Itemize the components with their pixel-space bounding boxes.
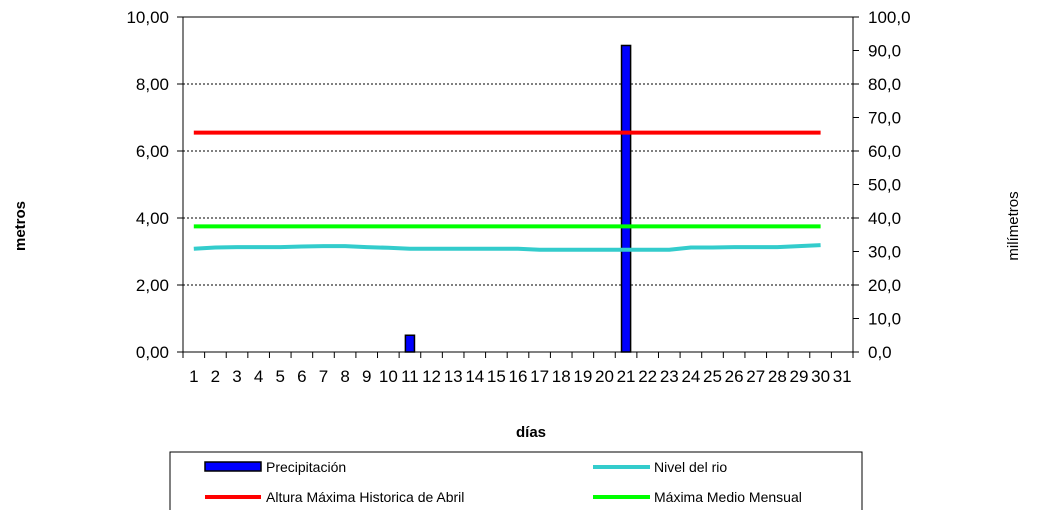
x-tick-label-9: 9 — [362, 367, 371, 386]
x-tick-label-20: 20 — [595, 367, 614, 386]
y-right-tick-label: 90,0 — [868, 42, 901, 61]
x-tick-label-6: 6 — [297, 367, 306, 386]
y-right-tick-label: 60,0 — [868, 142, 901, 161]
axes — [177, 16, 859, 358]
legend-swatch-precipitacion — [204, 461, 262, 472]
y-left-tick-label: 4,00 — [136, 209, 169, 228]
x-tick-label-24: 24 — [681, 367, 700, 386]
x-tick-label-3: 3 — [232, 367, 241, 386]
x-tick-label-14: 14 — [465, 367, 484, 386]
x-tick-label-25: 25 — [703, 367, 722, 386]
line-nivel-del-rio — [193, 243, 821, 252]
y-right-tick-label: 70,0 — [868, 109, 901, 128]
x-tick-label-19: 19 — [573, 367, 592, 386]
x-tick-label-26: 26 — [725, 367, 744, 386]
legend-box — [169, 451, 863, 510]
y-right-tick-label: 0,0 — [868, 343, 892, 362]
bar-precipitacion-11 — [404, 334, 416, 353]
x-tick-label-31: 31 — [833, 367, 852, 386]
x-tick-label-28: 28 — [768, 367, 787, 386]
y-right-tick-label: 10,0 — [868, 310, 901, 329]
x-tick-label-30: 30 — [811, 367, 830, 386]
x-tick-label-22: 22 — [638, 367, 657, 386]
x-tick-label-16: 16 — [509, 367, 528, 386]
tick-labels: 0,00 2,00 4,00 6,00 8,00 10,00 0,0 10,0 20,0 30,0… — [126, 8, 910, 386]
x-tick-label-18: 18 — [552, 367, 571, 386]
x-tick-label-12: 12 — [422, 367, 441, 386]
y-right-tick-label: 30,0 — [868, 243, 901, 262]
precipitation-bars — [404, 44, 632, 353]
x-tick-label-8: 8 — [340, 367, 349, 386]
y-left-tick-label: 8,00 — [136, 75, 169, 94]
x-tick-label-27: 27 — [746, 367, 765, 386]
legend-label-maxima-medio: Máxima Medio Mensual — [654, 489, 802, 505]
x-tick-label-23: 23 — [660, 367, 679, 386]
legend-label-nivel: Nivel del rio — [654, 459, 727, 475]
x-tick-label-11: 11 — [401, 367, 419, 386]
x-tick-label-1: 1 — [189, 367, 198, 386]
y-right-tick-label: 50,0 — [868, 176, 901, 195]
series-lines — [193, 130, 821, 252]
x-tick-label-15: 15 — [487, 367, 506, 386]
y-left-tick-label: 10,00 — [126, 8, 169, 27]
grid-lines — [183, 16, 853, 286]
y-left-title: metros — [12, 201, 29, 251]
x-tick-label-2: 2 — [211, 367, 220, 386]
x-tick-label-29: 29 — [790, 367, 809, 386]
legend-label-precipitacion: Precipitación — [266, 459, 346, 475]
y-left-tick-label: 0,00 — [136, 343, 169, 362]
bar-precipitacion-21 — [620, 44, 632, 353]
x-tick-label-4: 4 — [254, 367, 263, 386]
x-tick-label-17: 17 — [530, 367, 549, 386]
y-right-title: milímetros — [1005, 191, 1022, 260]
y-right-tick-label: 20,0 — [868, 276, 901, 295]
y-right-tick-label: 40,0 — [868, 209, 901, 228]
y-left-tick-label: 2,00 — [136, 276, 169, 295]
y-right-tick-label: 100,0 — [868, 8, 911, 27]
x-tick-label-5: 5 — [276, 367, 285, 386]
x-tick-label-7: 7 — [319, 367, 328, 386]
x-tick-label-10: 10 — [379, 367, 398, 386]
legend-label-altura-maxima: Altura Máxima Historica de Abril — [266, 489, 464, 505]
y-right-tick-label: 80,0 — [868, 75, 901, 94]
y-left-tick-label: 6,00 — [136, 142, 169, 161]
legend: Precipitación Nivel del rio Altura Máxim… — [169, 451, 863, 510]
x-axis-title: días — [516, 424, 546, 441]
x-tick-label-21: 21 — [617, 367, 636, 386]
x-tick-label-13: 13 — [444, 367, 463, 386]
